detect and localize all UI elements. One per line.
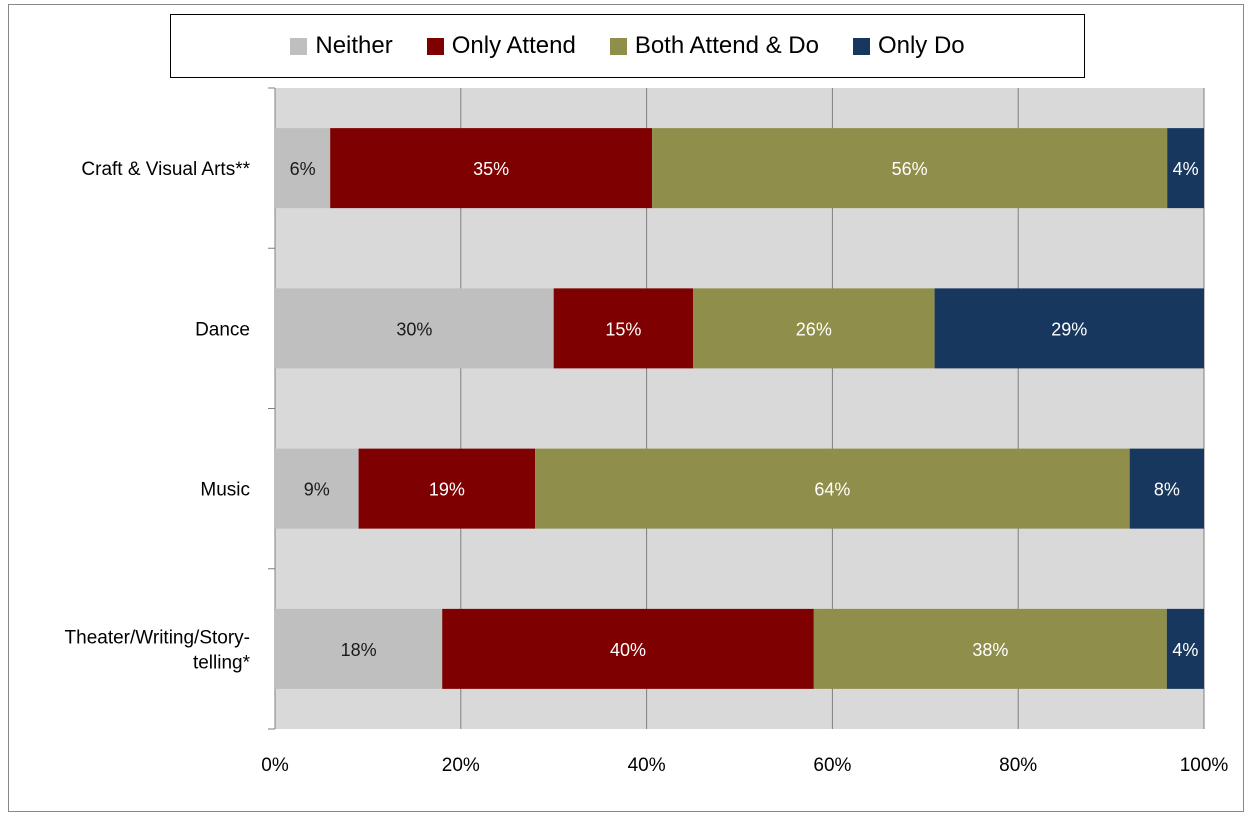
data-label: 64% bbox=[814, 480, 850, 500]
bar-segment bbox=[275, 128, 331, 209]
data-label: 35% bbox=[473, 159, 509, 179]
bar-segment bbox=[813, 608, 1167, 689]
bar-segment bbox=[1166, 608, 1204, 689]
category-label: Music bbox=[200, 480, 250, 501]
data-label: 15% bbox=[605, 319, 641, 339]
data-label: 9% bbox=[304, 480, 330, 500]
legend-swatch bbox=[426, 37, 444, 55]
x-tick-label: 100% bbox=[1180, 755, 1229, 776]
data-label: 38% bbox=[972, 640, 1008, 660]
category-label: Dance bbox=[195, 319, 250, 340]
legend-label: Only Do bbox=[877, 32, 965, 59]
bar-segment bbox=[275, 608, 443, 689]
x-tick-label: 40% bbox=[628, 755, 666, 776]
legend-swatch bbox=[609, 37, 627, 55]
data-label: 29% bbox=[1051, 319, 1087, 339]
data-label: 4% bbox=[1173, 159, 1199, 179]
x-tick-label: 0% bbox=[261, 755, 289, 776]
legend-label: Both Attend & Do bbox=[634, 32, 819, 59]
category-label: Craft & Visual Arts** bbox=[81, 159, 250, 180]
data-label: 56% bbox=[892, 159, 928, 179]
bar-segment bbox=[358, 448, 536, 529]
legend-label: Neither bbox=[315, 32, 393, 59]
category-label: Theater/Writing/Story- bbox=[65, 627, 250, 648]
legend-swatch bbox=[852, 37, 870, 55]
bar-segment bbox=[1129, 448, 1204, 529]
data-label: 30% bbox=[396, 319, 432, 339]
x-tick-label: 60% bbox=[813, 755, 851, 776]
category-label: telling* bbox=[193, 652, 251, 673]
bar-segment bbox=[330, 128, 653, 209]
data-label: 18% bbox=[341, 640, 377, 660]
bar-segment bbox=[1167, 128, 1204, 209]
bar-segment bbox=[275, 448, 359, 529]
bar-segment bbox=[934, 288, 1204, 369]
legend-item: Only Attend bbox=[426, 32, 576, 60]
legend-label: Only Attend bbox=[451, 32, 576, 59]
data-label: 40% bbox=[610, 640, 646, 660]
legend-item: Neither bbox=[290, 32, 393, 60]
data-label: 8% bbox=[1154, 480, 1180, 500]
legend-swatch bbox=[290, 37, 308, 55]
bar-segment bbox=[693, 288, 935, 369]
x-tick-label: 20% bbox=[442, 755, 480, 776]
bar-segment bbox=[553, 288, 694, 369]
legend-item: Only Do bbox=[852, 32, 965, 60]
bar-segment bbox=[535, 448, 1130, 529]
data-label: 26% bbox=[796, 319, 832, 339]
data-label: 4% bbox=[1172, 640, 1198, 660]
bar-segment bbox=[275, 288, 554, 369]
legend-item: Both Attend & Do bbox=[609, 32, 819, 60]
bar-segment bbox=[652, 128, 1168, 209]
data-label: 6% bbox=[290, 159, 316, 179]
data-label: 19% bbox=[429, 480, 465, 500]
bar-segment bbox=[442, 608, 814, 689]
chart-legend: Neither Only Attend Both Attend & Do Only D… bbox=[170, 14, 1085, 78]
x-tick-label: 80% bbox=[999, 755, 1037, 776]
